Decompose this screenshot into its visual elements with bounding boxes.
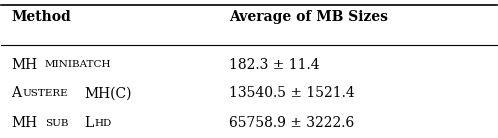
- Text: HD: HD: [95, 119, 112, 128]
- Text: MH(C): MH(C): [85, 86, 132, 100]
- Text: MINIBATCH: MINIBATCH: [45, 60, 112, 69]
- Text: 65758.9 ± 3222.6: 65758.9 ± 3222.6: [229, 116, 355, 130]
- Text: MH: MH: [11, 116, 37, 130]
- Text: 13540.5 ± 1521.4: 13540.5 ± 1521.4: [229, 86, 355, 100]
- Text: USTERE: USTERE: [22, 89, 68, 98]
- Text: MH: MH: [11, 58, 37, 72]
- Text: Method: Method: [11, 10, 71, 24]
- Text: 182.3 ± 11.4: 182.3 ± 11.4: [229, 58, 320, 72]
- Text: L: L: [85, 116, 94, 130]
- Text: Average of MB Sizes: Average of MB Sizes: [229, 10, 388, 24]
- Text: A: A: [11, 86, 21, 100]
- Text: SUB: SUB: [45, 119, 68, 128]
